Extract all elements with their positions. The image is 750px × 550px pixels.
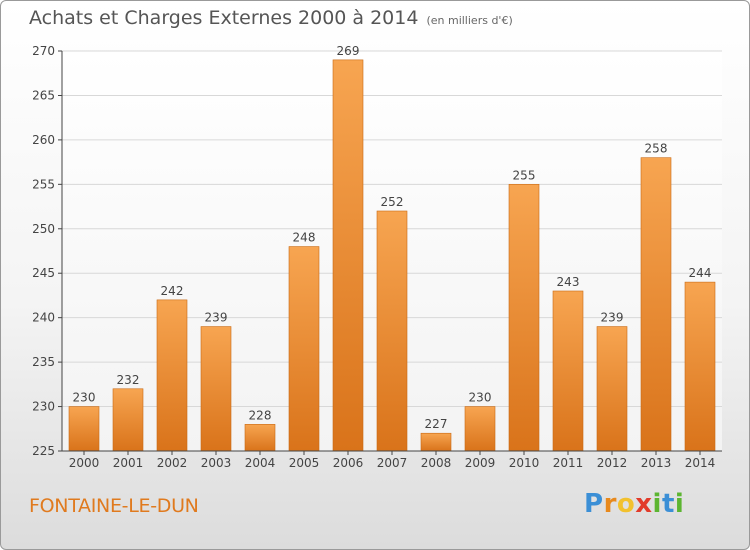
y-tick-label-225: 225 bbox=[32, 444, 55, 458]
town-name: FONTAINE-LE-DUN bbox=[29, 495, 199, 517]
x-tick-label-2001: 2001 bbox=[113, 456, 144, 470]
bar-2007 bbox=[376, 210, 408, 452]
x-tick-label-2010: 2010 bbox=[509, 456, 540, 470]
bar-2012 bbox=[596, 326, 628, 452]
x-tick-label-2012: 2012 bbox=[597, 456, 628, 470]
bar-2011 bbox=[552, 290, 584, 452]
y-tick-label-235: 235 bbox=[32, 355, 55, 369]
y-tick-label-260: 260 bbox=[32, 133, 55, 147]
chart-title-text: Achats et Charges Externes 2000 à 2014 bbox=[29, 7, 419, 29]
x-tick-label-2007: 2007 bbox=[377, 456, 408, 470]
bar-2001 bbox=[112, 388, 144, 452]
bar-2013 bbox=[640, 157, 672, 452]
bar-2006 bbox=[332, 59, 364, 452]
y-tick-label-270: 270 bbox=[32, 44, 55, 58]
data-label-2010: 255 bbox=[513, 168, 536, 182]
x-tick-label-2004: 2004 bbox=[245, 456, 276, 470]
y-tick-label-265: 265 bbox=[32, 88, 55, 102]
x-tick-label-2003: 2003 bbox=[201, 456, 232, 470]
y-tick-label-245: 245 bbox=[32, 266, 55, 280]
data-label-2014: 244 bbox=[689, 266, 712, 280]
chart-subtitle: (en milliers d'€) bbox=[426, 14, 513, 27]
bar-2005 bbox=[288, 246, 320, 452]
x-tick-label-2008: 2008 bbox=[421, 456, 452, 470]
data-label-2008: 227 bbox=[425, 417, 448, 431]
data-label-2011: 243 bbox=[557, 275, 580, 289]
data-label-2000: 230 bbox=[73, 391, 96, 405]
y-tick-label-240: 240 bbox=[32, 311, 55, 325]
bar-2008 bbox=[420, 432, 452, 452]
proxiti-logo: Proxiti bbox=[584, 489, 684, 519]
data-label-2009: 230 bbox=[469, 391, 492, 405]
bar-2000 bbox=[68, 406, 100, 452]
data-label-2013: 258 bbox=[645, 142, 668, 156]
data-label-2006: 269 bbox=[337, 44, 360, 58]
x-tick-label-2014: 2014 bbox=[685, 456, 716, 470]
bar-2003 bbox=[200, 326, 232, 452]
data-label-2012: 239 bbox=[601, 311, 624, 325]
logo-letter: x bbox=[635, 489, 653, 519]
x-tick-label-2009: 2009 bbox=[465, 456, 496, 470]
x-tick-label-2005: 2005 bbox=[289, 456, 320, 470]
data-label-2007: 252 bbox=[381, 195, 404, 209]
x-tick-label-2011: 2011 bbox=[553, 456, 584, 470]
x-tick-label-2000: 2000 bbox=[69, 456, 100, 470]
x-tick-label-2002: 2002 bbox=[157, 456, 188, 470]
logo-letter: t bbox=[661, 489, 675, 519]
data-label-2003: 239 bbox=[205, 311, 228, 325]
logo-letter: i bbox=[652, 489, 662, 519]
data-label-2001: 232 bbox=[117, 373, 140, 387]
logo-letter: r bbox=[603, 489, 617, 519]
logo-letter: i bbox=[674, 489, 685, 519]
y-tick-label-230: 230 bbox=[32, 400, 55, 414]
data-label-2002: 242 bbox=[161, 284, 184, 298]
chart-title: Achats et Charges Externes 2000 à 2014 (e… bbox=[29, 7, 513, 29]
x-tick-label-2013: 2013 bbox=[641, 456, 672, 470]
bar-2002 bbox=[156, 299, 188, 452]
data-label-2004: 228 bbox=[249, 408, 272, 422]
y-tick-label-255: 255 bbox=[32, 177, 55, 191]
data-label-2005: 248 bbox=[293, 231, 316, 245]
logo-letter: P bbox=[584, 489, 604, 519]
x-tick-label-2006: 2006 bbox=[333, 456, 364, 470]
bar-2009 bbox=[464, 406, 496, 452]
logo-letter: o bbox=[616, 489, 636, 519]
bar-2004 bbox=[244, 424, 276, 452]
y-tick-label-250: 250 bbox=[32, 222, 55, 236]
bar-2010 bbox=[508, 184, 540, 452]
bar-2014 bbox=[684, 281, 716, 452]
